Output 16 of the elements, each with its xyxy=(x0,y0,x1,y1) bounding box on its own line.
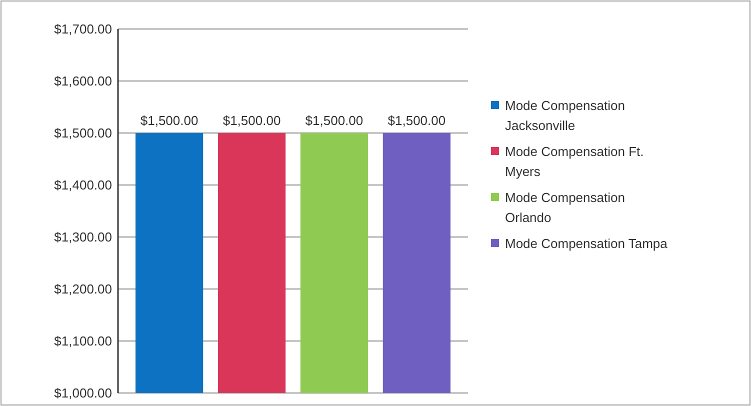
data-label: $1,500.00 xyxy=(140,113,198,128)
legend-label: Mode Compensation Orlando xyxy=(505,190,625,225)
y-tick-label: $1,200.00 xyxy=(54,282,112,297)
legend-label: Mode Compensation Jacksonville xyxy=(505,98,625,133)
data-label: $1,500.00 xyxy=(222,113,281,128)
data-label: $1,500.00 xyxy=(388,113,446,128)
legend-label: Mode Compensation Ft. Myers xyxy=(505,144,644,179)
data-label: $1,500.00 xyxy=(305,113,364,128)
y-tick-label: $1,500.00 xyxy=(54,126,112,141)
y-tick-label: $1,700.00 xyxy=(54,22,112,37)
y-tick-label: $1,000.00 xyxy=(54,386,112,401)
y-tick-label: $1,400.00 xyxy=(54,178,112,193)
y-tick-label: $1,600.00 xyxy=(54,74,112,89)
y-tick-label: $1,100.00 xyxy=(54,334,112,349)
legend-label: Mode Compensation Tampa xyxy=(505,236,668,251)
y-tick-label: $1,300.00 xyxy=(54,230,112,245)
